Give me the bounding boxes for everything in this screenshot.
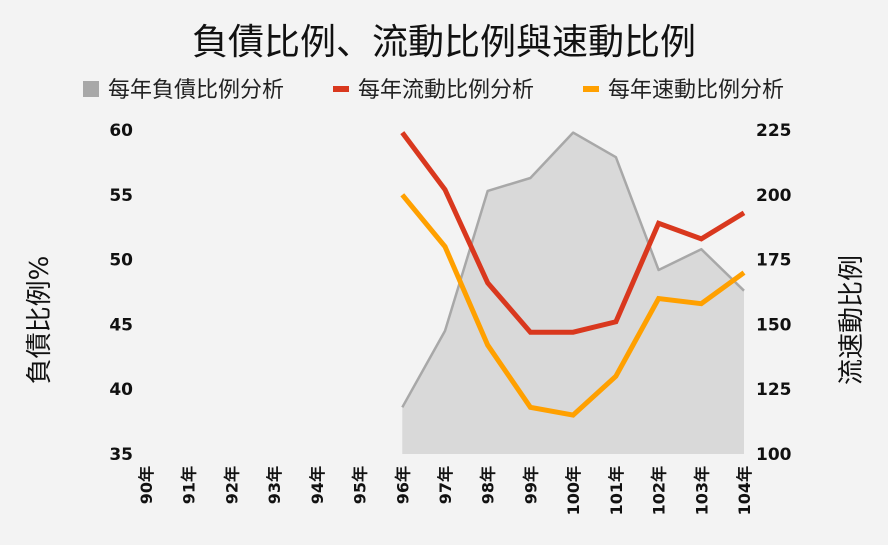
data-point-s2-7 (443, 245, 447, 249)
legend-item-current-ratio[interactable]: 每年流動比例分析 (333, 78, 534, 103)
x-tick-6: 96年 (393, 466, 412, 504)
data-point-s0-7 (443, 329, 447, 333)
legend-label-current-ratio: 每年流動比例分析 (358, 78, 534, 103)
x-tick-5: 95年 (351, 466, 370, 504)
data-point-s0-8 (486, 189, 490, 193)
data-point-s1-9 (528, 330, 532, 334)
data-point-s2-10 (571, 413, 575, 417)
x-tick-1: 91年 (180, 466, 199, 504)
data-point-s0-6 (400, 405, 404, 409)
x-tick-2: 92年 (222, 466, 241, 504)
legend-swatch-current-ratio (333, 86, 349, 92)
data-point-s0-11 (614, 155, 618, 159)
left-tick-55: 55 (109, 186, 133, 206)
x-tick-3: 93年 (265, 466, 284, 504)
left-axis-ticks: 35 40 45 50 55 60 (109, 121, 133, 465)
left-tick-50: 50 (109, 251, 133, 271)
series-line-1 (400, 131, 746, 335)
right-tick-100: 100 (756, 445, 792, 465)
data-point-s1-6 (400, 131, 404, 135)
legend: 每年負債比例分析 每年流動比例分析 每年速動比例分析 (83, 78, 784, 103)
data-point-s1-13 (699, 237, 703, 241)
data-point-s2-13 (699, 302, 703, 306)
x-tick-12: 102年 (650, 466, 669, 515)
left-axis-title: 負債比例% (25, 256, 55, 385)
data-point-s1-11 (614, 320, 618, 324)
x-tick-14: 104年 (735, 466, 754, 515)
data-point-s2-9 (528, 405, 532, 409)
data-point-s1-7 (443, 188, 447, 192)
right-axis-ticks: 100 125 150 175 200 225 (756, 121, 792, 465)
x-tick-11: 101年 (607, 466, 626, 515)
x-axis-ticks: 90年 91年 92年 93年 94年 95年 96年 97年 98年 99年 100年 101年 10… (137, 466, 754, 515)
data-point-s1-12 (657, 221, 661, 225)
data-point-s0-12 (657, 268, 661, 272)
right-tick-175: 175 (756, 251, 792, 271)
data-point-s0-9 (528, 176, 532, 180)
plot-area (400, 131, 746, 454)
x-tick-9: 99年 (521, 466, 540, 504)
data-point-s1-8 (486, 281, 490, 285)
right-tick-225: 225 (756, 121, 792, 141)
data-point-s0-10 (571, 131, 575, 135)
x-tick-8: 98年 (479, 466, 498, 504)
legend-swatch-debt-ratio (83, 81, 99, 97)
legend-item-quick-ratio[interactable]: 每年速動比例分析 (583, 78, 784, 103)
right-tick-200: 200 (756, 186, 792, 206)
x-tick-4: 94年 (308, 466, 327, 504)
area-fill-series-0 (402, 132, 744, 454)
x-tick-7: 97年 (436, 466, 455, 504)
x-tick-10: 100年 (564, 466, 583, 515)
data-point-s1-10 (571, 330, 575, 334)
series-line-2 (400, 193, 746, 418)
legend-item-debt-ratio[interactable]: 每年負債比例分析 (83, 78, 284, 103)
right-axis-title: 流速動比例 (837, 255, 867, 385)
legend-swatch-quick-ratio (583, 86, 599, 92)
right-tick-150: 150 (756, 315, 792, 335)
right-tick-125: 125 (756, 380, 792, 400)
data-point-s2-12 (657, 297, 661, 301)
left-tick-35: 35 (109, 445, 133, 465)
legend-label-quick-ratio: 每年速動比例分析 (608, 78, 784, 103)
left-tick-45: 45 (109, 315, 133, 335)
data-point-s0-14 (742, 289, 746, 293)
x-tick-0: 90年 (137, 466, 156, 504)
data-point-s2-14 (742, 271, 746, 275)
data-point-s2-6 (400, 193, 404, 197)
data-point-s0-13 (699, 247, 703, 251)
x-tick-13: 103年 (692, 466, 711, 515)
data-point-s2-8 (486, 343, 490, 347)
data-point-s1-14 (742, 211, 746, 215)
legend-label-debt-ratio: 每年負債比例分析 (108, 78, 284, 103)
left-tick-60: 60 (109, 121, 133, 141)
chart-title: 負債比例、流動比例與速動比例 (192, 22, 696, 63)
left-tick-40: 40 (109, 380, 133, 400)
data-point-s2-11 (614, 374, 618, 378)
